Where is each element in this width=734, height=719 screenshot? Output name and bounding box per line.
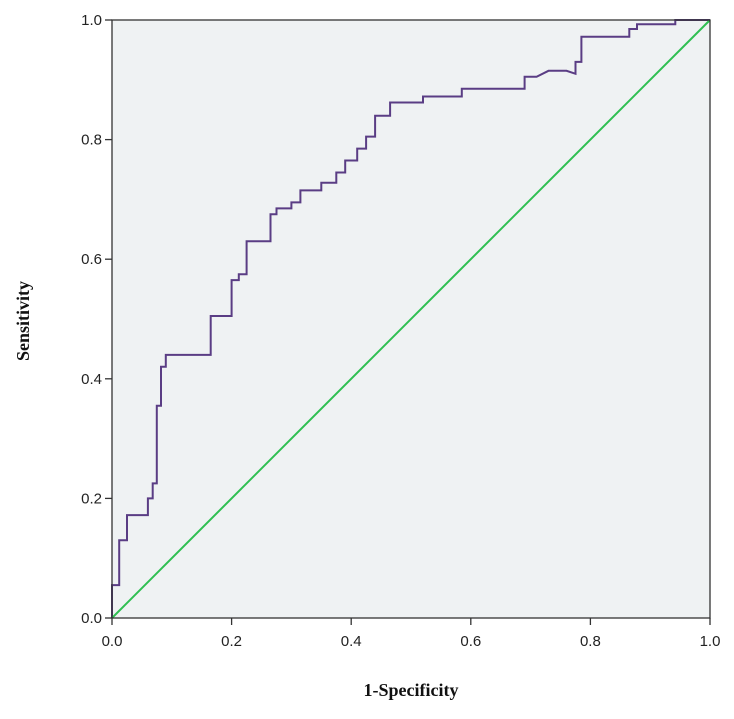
y-tick-label: 0.6 (81, 251, 102, 268)
x-tick-label: 0.8 (580, 633, 601, 650)
y-axis-title: Sensitivity (13, 281, 33, 361)
y-tick-label: 0.4 (81, 371, 102, 388)
y-tick-label: 0.0 (81, 610, 102, 627)
roc-curve (111, 19, 710, 618)
y-tick-label: 0.2 (81, 490, 102, 507)
y-tick-label: 0.8 (81, 132, 102, 149)
plot-frame (111, 19, 711, 619)
x-tick-label: 1.0 (700, 633, 721, 650)
x-axis-title: 1-Specificity (364, 680, 459, 700)
x-tick-label: 0.6 (460, 633, 481, 650)
reference-line (111, 19, 711, 619)
chart-marks (111, 19, 711, 619)
x-tick-label: 0.4 (341, 633, 362, 650)
axes: 0.0 0.2 0.4 0.6 0.8 1.0 0.0 0.2 0.4 0.6 0.8 1.0 (81, 12, 720, 650)
x-tick-label: 0.2 (221, 633, 242, 650)
x-tick-label: 0.0 (102, 633, 123, 650)
y-tick-label: 1.0 (81, 12, 102, 29)
